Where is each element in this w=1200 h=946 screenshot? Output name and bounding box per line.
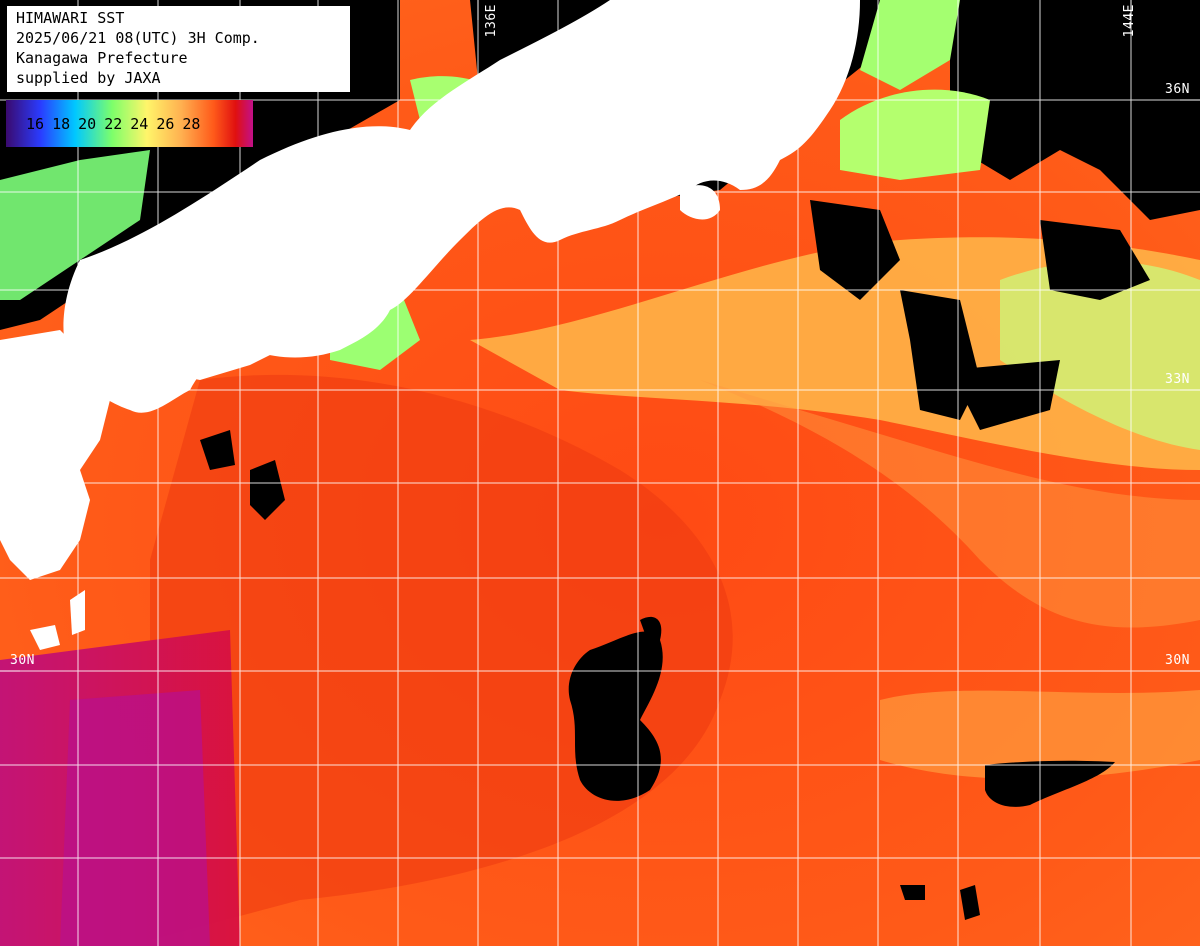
scale-tick-label: 24 — [130, 114, 149, 133]
lon-label-136e: 136E — [484, 4, 499, 38]
hot-water-core — [60, 690, 210, 946]
info-datetime: 2025/06/21 08(UTC) 3H Comp. — [16, 29, 260, 47]
lat-label-33n-left: 33 — [10, 372, 27, 387]
cool-band-2 — [700, 380, 1200, 628]
lat-ticks — [0, 0, 1200, 672]
scale-tick-label: 22 — [104, 114, 123, 133]
cloud-blob-center — [568, 631, 663, 801]
info-box: HIMAWARI SST 2025/06/21 08(UTC) 3H Comp.… — [7, 6, 350, 92]
warm-water-region — [150, 374, 733, 940]
green-patch-nw — [0, 150, 150, 300]
lat-label-30n-right: 30N — [1165, 653, 1190, 668]
green-patch-kanto-2 — [860, 0, 960, 90]
color-scale-bar — [6, 100, 253, 147]
cloud-blob-small-1 — [900, 885, 925, 900]
cloud-ne-3 — [1040, 220, 1150, 300]
scale-tick-label: 20 — [78, 114, 97, 133]
cloud-east — [950, 360, 1060, 430]
lat-label-30n-left: 30N — [10, 653, 35, 668]
info-supplier: supplied by JAXA — [16, 69, 161, 87]
cloud-blob-east — [985, 760, 1115, 807]
cloud-top-right — [950, 0, 1200, 220]
land-shikoku — [120, 306, 290, 380]
land-island-3 — [680, 185, 720, 220]
scale-tick-label: 26 — [156, 114, 175, 133]
lat-label-33n-right: 33N — [1165, 372, 1190, 387]
cloud-blob-small-2 — [960, 885, 980, 920]
cloud-blob-kii — [250, 460, 285, 520]
green-patch-ne — [1000, 261, 1200, 450]
scale-tick-label: 18 — [52, 114, 71, 133]
land-kyushu — [0, 330, 110, 580]
scale-tick-label: 28 — [182, 114, 201, 133]
land-island-1 — [30, 625, 60, 650]
lon-label-144e: 144E — [1122, 4, 1137, 38]
cloud-blob-seto-2 — [200, 430, 235, 470]
color-scale-labels: 16 18 20 22 24 26 28 — [6, 100, 253, 147]
land-honshu — [63, 0, 860, 413]
info-title: HIMAWARI SST — [16, 9, 125, 27]
info-source-prefecture: Kanagawa Prefecture — [16, 49, 188, 67]
scale-tick-label: 16 — [26, 114, 45, 133]
lat-label-36n-right: 36N — [1165, 82, 1190, 97]
cloud-blob-center-2 — [640, 616, 662, 642]
